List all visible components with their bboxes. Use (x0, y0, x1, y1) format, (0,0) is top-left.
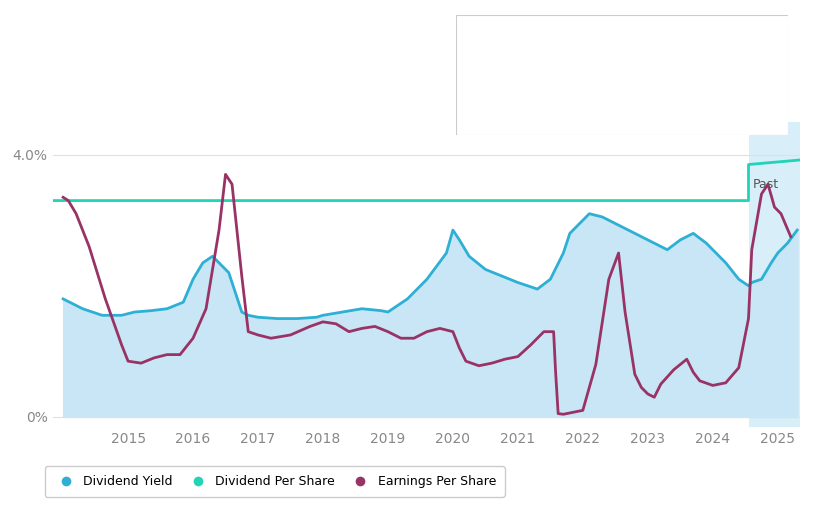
Text: No data: No data (615, 108, 659, 118)
Text: Dividend Per Share: Dividend Per Share (472, 80, 579, 90)
Text: Past: Past (753, 178, 779, 190)
Text: Dividend Yield: Dividend Yield (472, 51, 552, 61)
Text: Earnings Per Share: Earnings Per Share (472, 108, 578, 118)
Text: JP¥55.000 /yr: JP¥55.000 /yr (615, 80, 690, 90)
Legend: Dividend Yield, Dividend Per Share, Earnings Per Share: Dividend Yield, Dividend Per Share, Earn… (44, 466, 505, 497)
Text: Feb 19 2025: Feb 19 2025 (472, 23, 559, 37)
Bar (749, 122, 800, 427)
FancyBboxPatch shape (456, 15, 788, 135)
Text: 2.9% /yr: 2.9% /yr (615, 51, 663, 61)
